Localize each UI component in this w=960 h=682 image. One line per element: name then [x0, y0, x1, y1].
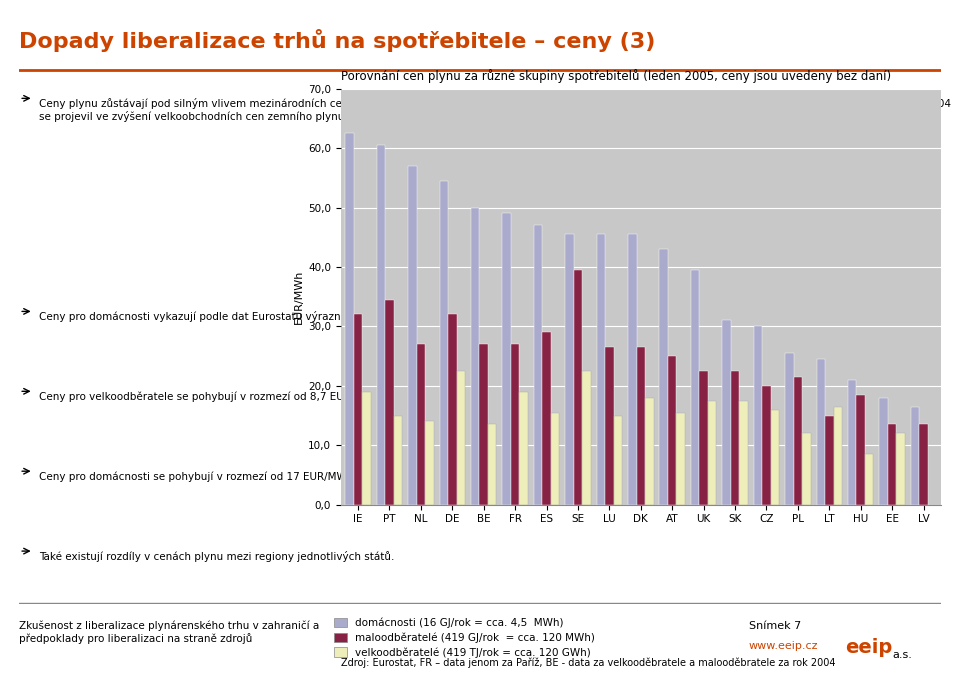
Bar [865, 454, 874, 505]
Bar [613, 415, 622, 505]
Text: Zkušenost z liberalizace plynárenského trhu v zahraničí a
předpoklady pro libera: Zkušenost z liberalizace plynárenského t… [19, 621, 320, 644]
Bar [502, 213, 511, 505]
Bar [362, 391, 371, 505]
Bar [794, 377, 803, 505]
Text: www.eeip.cz: www.eeip.cz [749, 641, 818, 651]
Bar [677, 413, 684, 505]
Bar [408, 166, 417, 505]
Bar [645, 398, 654, 505]
Bar [668, 356, 677, 505]
Text: eeip: eeip [845, 638, 892, 657]
Bar [708, 401, 716, 505]
Y-axis label: EUR/MWh: EUR/MWh [294, 269, 304, 324]
Text: Ceny pro domácnosti se pohybují v rozmezí od 17 EUR/MWh v Lotyšsku do téměř více: Ceny pro domácnosti se pohybují v rozmez… [39, 471, 620, 481]
Bar [911, 406, 920, 505]
Bar [691, 270, 700, 505]
Bar [825, 415, 833, 505]
Bar [440, 181, 448, 505]
Bar [754, 327, 762, 505]
Bar [817, 359, 825, 505]
Bar [771, 410, 780, 505]
Bar [551, 413, 560, 505]
Bar [879, 398, 888, 505]
Bar [534, 225, 542, 505]
Bar [700, 371, 708, 505]
Bar [762, 386, 771, 505]
Text: Také existují rozdíly v cenách plynu mezi regiony jednotlivých států.: Také existují rozdíly v cenách plynu mez… [39, 551, 395, 562]
Text: Ceny pro velkoodběratele se pohybují v rozmezí od 8,7 EUR/MWh v Estonsku do 22,8: Ceny pro velkoodběratele se pohybují v r… [39, 391, 601, 402]
Bar [519, 391, 528, 505]
Bar [888, 424, 897, 505]
Bar [605, 347, 613, 505]
Text: Ceny pro domácnosti vykazují podle dat Eurostatu výrazné rozdíly mezi jednotlivý: Ceny pro domácnosti vykazují podle dat E… [39, 312, 513, 323]
Bar [346, 133, 354, 505]
Bar [354, 314, 362, 505]
Bar [471, 207, 479, 505]
Bar [542, 332, 551, 505]
Legend: domácnosti (16 GJ/rok = cca. 4,5  MWh), maloodběratelé (419 GJ/rok  = cca. 120 M: domácnosti (16 GJ/rok = cca. 4,5 MWh), m… [334, 618, 594, 657]
Bar [636, 347, 645, 505]
Bar [739, 401, 748, 505]
Bar [833, 406, 842, 505]
Bar [722, 321, 731, 505]
Bar [488, 424, 496, 505]
Bar [731, 371, 739, 505]
Bar [417, 344, 425, 505]
Text: Dopady liberalizace trhů na spotřebitele – ceny (3): Dopady liberalizace trhů na spotřebitele… [19, 29, 656, 53]
Bar [920, 424, 927, 505]
Bar [628, 235, 636, 505]
Text: Porovnání cen plynu za různé skupiny spotřebitelů (leden 2005, ceny jsou uvedeny: Porovnání cen plynu za různé skupiny spo… [341, 70, 891, 83]
Bar [479, 344, 488, 505]
Bar [785, 353, 794, 505]
Bar [394, 415, 402, 505]
Text: Snímek 7: Snímek 7 [749, 621, 801, 631]
Bar [376, 145, 385, 505]
Bar [457, 371, 465, 505]
Bar [425, 421, 434, 505]
Text: Ceny plynu zůstávají pod silným vlivem mezinárodních cen ropy, které jsou často : Ceny plynu zůstávají pod silným vlivem m… [39, 98, 951, 122]
Bar [597, 235, 605, 505]
Bar [856, 395, 865, 505]
Bar [582, 371, 590, 505]
Bar [511, 344, 519, 505]
Bar [848, 380, 856, 505]
Text: Zdroj: Eurostat, FR – data jenom za Paříž, BE - data za velkooděbratele a malood: Zdroj: Eurostat, FR – data jenom za Paří… [341, 658, 835, 668]
Bar [574, 270, 582, 505]
Bar [565, 235, 574, 505]
Bar [897, 433, 905, 505]
Bar [448, 314, 457, 505]
Text: a.s.: a.s. [893, 650, 913, 659]
Bar [803, 433, 810, 505]
Bar [660, 249, 668, 505]
Bar [385, 299, 394, 505]
